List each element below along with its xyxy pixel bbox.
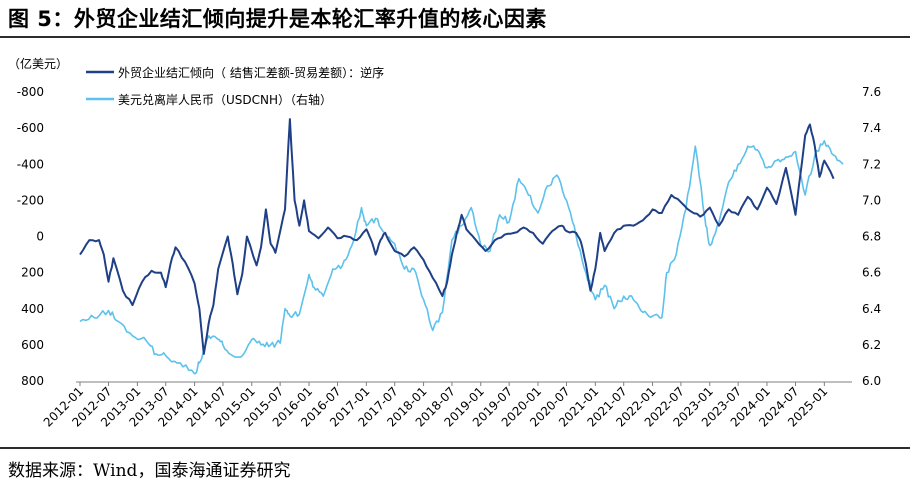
right-tick-label: 7.2 xyxy=(862,157,881,171)
left-unit-label: （亿美元） xyxy=(8,56,68,71)
right-tick-label: 6.8 xyxy=(862,230,881,244)
right-tick-label: 6.0 xyxy=(862,374,881,388)
right-axis: 7.6 7.4 7.2 7.0 6.8 6.6 6.4 6.2 6.0 xyxy=(862,85,881,388)
left-tick-label: -600 xyxy=(17,121,44,135)
left-tick-label: -800 xyxy=(17,85,44,99)
source-note: 数据来源：Wind，国泰海通证券研究 xyxy=(8,461,291,481)
bottom-rule xyxy=(0,447,910,449)
top-rule xyxy=(0,36,910,38)
legend: 外贸企业结汇倾向（ 结售汇差额-贸易差额）：逆序 美元兑离岸人民币（USDCNH… xyxy=(86,65,384,107)
legend-label-usdcnh: 美元兑离岸人民币（USDCNH）（右轴） xyxy=(118,92,332,107)
right-tick-label: 6.4 xyxy=(862,302,881,316)
left-axis: -800 -600 -400 -200 0 200 400 600 800 xyxy=(17,85,44,388)
right-tick-label: 6.6 xyxy=(862,266,881,280)
left-tick-label: 0 xyxy=(36,230,44,244)
usdcnh-series-line xyxy=(79,140,844,375)
left-tick-label: 600 xyxy=(21,338,44,352)
x-axis: 2012-012012-072013-012013-072014-012014-… xyxy=(41,382,830,430)
left-tick-label: -200 xyxy=(17,193,44,207)
right-tick-label: 6.2 xyxy=(862,338,881,352)
legend-label-settlement: 外贸企业结汇倾向（ 结售汇差额-贸易差额）：逆序 xyxy=(118,65,384,80)
left-tick-label: -400 xyxy=(17,157,44,171)
right-tick-label: 7.0 xyxy=(862,193,881,207)
right-tick-label: 7.6 xyxy=(862,85,881,99)
settlement-tendency-series-line xyxy=(79,118,835,355)
left-tick-label: 800 xyxy=(21,374,44,388)
left-tick-label: 400 xyxy=(21,302,44,316)
left-tick-label: 200 xyxy=(21,266,44,280)
figure-title: 图 5：外贸企业结汇倾向提升是本轮汇率升值的核心因素 xyxy=(8,7,547,31)
right-tick-label: 7.4 xyxy=(862,121,881,135)
